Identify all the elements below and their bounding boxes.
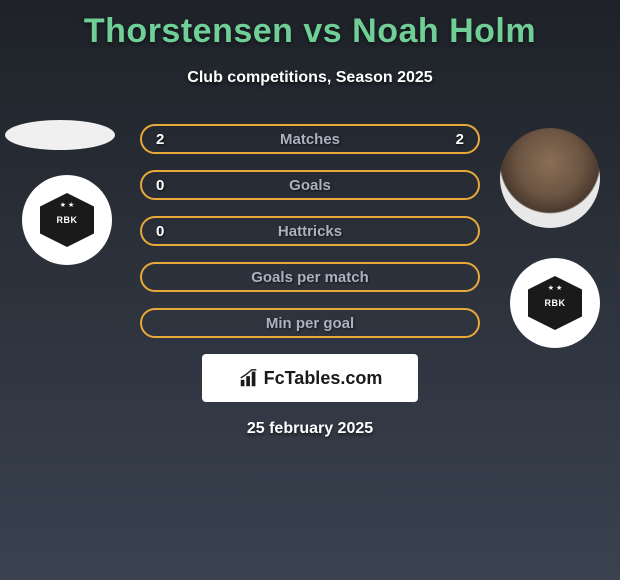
stat-left-value: 2 bbox=[156, 131, 176, 148]
stats-panel: 2 Matches 2 0 Goals 0 Hattricks Goals pe… bbox=[140, 124, 480, 438]
stat-label: Matches bbox=[280, 131, 340, 148]
stat-row-min-per-goal: Min per goal bbox=[140, 308, 480, 338]
stat-label: Goals per match bbox=[251, 269, 369, 286]
club-left-badge bbox=[22, 175, 112, 265]
stat-left-value: 0 bbox=[156, 223, 176, 240]
stat-right-value: 2 bbox=[444, 131, 464, 148]
stat-row-goals-per-match: Goals per match bbox=[140, 262, 480, 292]
page-title: Thorstensen vs Noah Holm bbox=[0, 0, 620, 51]
chart-icon bbox=[238, 367, 260, 389]
date-label: 25 february 2025 bbox=[140, 420, 480, 438]
player-left-avatar bbox=[5, 120, 115, 150]
subtitle: Club competitions, Season 2025 bbox=[0, 69, 620, 87]
club-right-badge bbox=[510, 258, 600, 348]
club-badge-icon bbox=[528, 276, 582, 330]
player-right-avatar bbox=[500, 128, 600, 228]
stat-row-matches: 2 Matches 2 bbox=[140, 124, 480, 154]
club-badge-icon bbox=[40, 193, 94, 247]
stat-row-hattricks: 0 Hattricks bbox=[140, 216, 480, 246]
stat-label: Hattricks bbox=[278, 223, 342, 240]
stat-left-value: 0 bbox=[156, 177, 176, 194]
logo-text: FcTables.com bbox=[264, 368, 383, 389]
fctables-logo[interactable]: FcTables.com bbox=[202, 354, 418, 402]
stat-label: Min per goal bbox=[266, 315, 354, 332]
stat-row-goals: 0 Goals bbox=[140, 170, 480, 200]
stat-label: Goals bbox=[289, 177, 331, 194]
